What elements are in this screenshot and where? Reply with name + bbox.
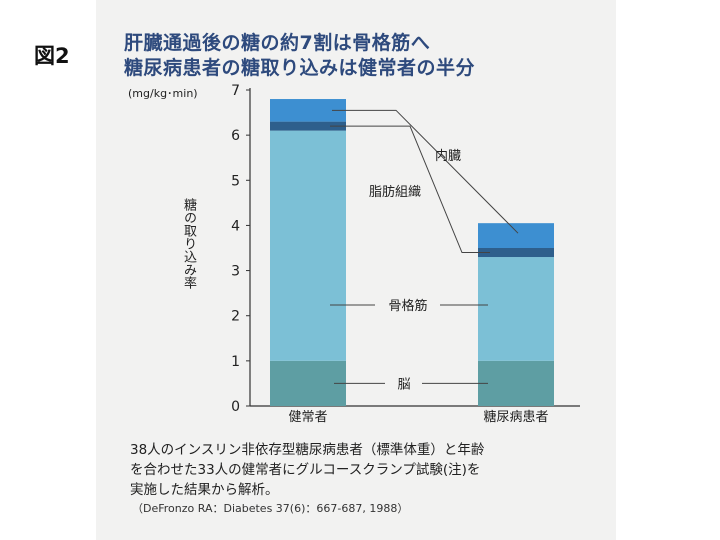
- y-tick-label-1: 1: [231, 354, 240, 370]
- fat-leader: [330, 125, 490, 254]
- bar-0-segment-1: [270, 130, 346, 361]
- bar-0-segment-3: [270, 99, 346, 122]
- x-tick-label-1: 糖尿病患者: [483, 409, 548, 425]
- y-axis-label: 糖の取り込み率: [181, 198, 196, 289]
- y-tick-label-4: 4: [231, 218, 240, 234]
- x-tick-label-0: 健常者: [288, 410, 327, 425]
- series-label-visceral: 内臓: [435, 148, 461, 164]
- y-tick-label-6: 6: [231, 128, 240, 144]
- citation: （DeFronzo RA：Diabetes 37(6)：667-687, 198…: [132, 502, 409, 515]
- figure-label: 図2: [34, 44, 70, 68]
- bar-1-segment-2: [478, 248, 554, 258]
- note-line-1: 38人のインスリン非依存型糖尿病患者（標準体重）と年齢: [130, 442, 485, 458]
- visceral-leader: [332, 109, 519, 234]
- bar-1-segment-3: [478, 223, 554, 248]
- chart-title-line-1: 肝臓通過後の糖の約7割は骨格筋へ: [124, 32, 431, 54]
- bar-0-segment-2: [270, 121, 346, 131]
- chart-title-line-2: 糖尿病患者の糖取り込みは健常者の半分: [124, 57, 476, 79]
- series-label-fat: 脂肪組織: [369, 184, 421, 200]
- y-tick-label-0: 0: [231, 399, 240, 415]
- y-tick-label-3: 3: [231, 264, 240, 280]
- y-tick-label-2: 2: [231, 309, 240, 325]
- bar-1-segment-1: [478, 257, 554, 361]
- note-line-2: を合わせた33人の健常者にグルコースクランプ試験(注)を: [130, 462, 481, 478]
- series-label-brain: 脳: [397, 377, 410, 392]
- y-tick-label-7: 7: [231, 83, 240, 99]
- y-unit-label: (mg/kg･min): [128, 87, 198, 100]
- note-line-3: 実施した結果から解析。: [130, 482, 279, 498]
- bar-0-segment-0: [270, 360, 346, 406]
- series-label-muscle: 骨格筋: [388, 298, 427, 314]
- y-tick-label-5: 5: [231, 173, 240, 189]
- bar-1-segment-0: [478, 360, 554, 406]
